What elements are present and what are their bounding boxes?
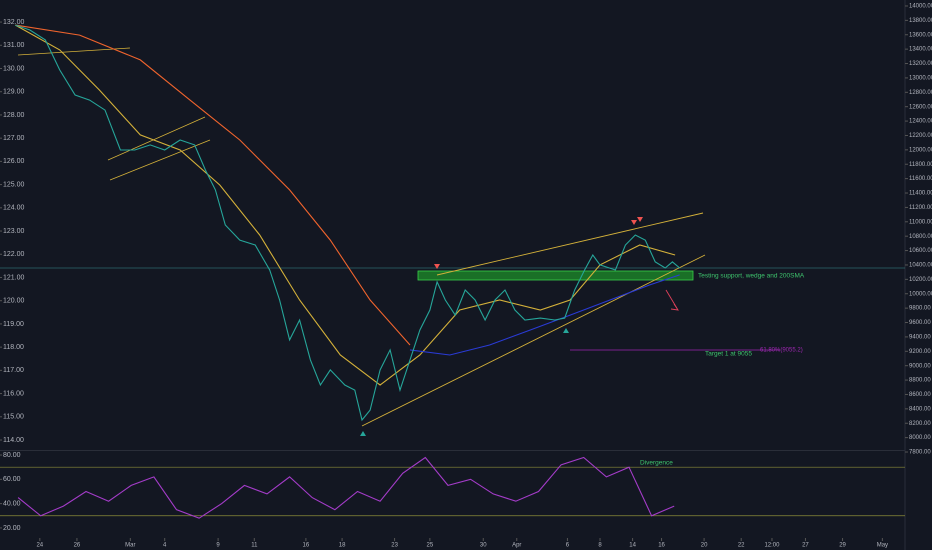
series-line <box>17 456 675 519</box>
arrow <box>665 289 679 311</box>
series-line <box>15 24 411 346</box>
y-tick-label: 130.00 <box>3 65 25 72</box>
y-tick-label: 120.00 <box>3 298 25 305</box>
y-tick-label: 127.00 <box>3 135 25 142</box>
wedge-line <box>436 212 704 276</box>
wedge-line <box>361 254 706 427</box>
y-tick-label: 131.00 <box>3 42 25 49</box>
x-tick-label: 4 <box>163 543 167 549</box>
y-tick-label: 124.00 <box>3 205 25 212</box>
annotation: Divergence <box>640 460 673 467</box>
y2-tick-label: 11400.00 <box>909 191 932 197</box>
y-tick-label: 132.00 <box>3 19 25 26</box>
y2-tick-label: 13000.00 <box>909 75 932 81</box>
y-tick-label: 125.00 <box>3 181 25 188</box>
marker <box>563 328 569 333</box>
y-tick-label: 118.00 <box>3 344 24 351</box>
x-tick-label: May <box>877 543 888 549</box>
annotation: Testing support, wedge and 200SMA <box>698 273 805 280</box>
y2-tick-label: 12200.00 <box>909 133 932 139</box>
y2-tick-label: 13200.00 <box>909 61 932 67</box>
x-tick-label: 20 <box>701 543 708 549</box>
y2-tick-label: 9600.00 <box>909 320 931 326</box>
y2-tick-label: 11800.00 <box>909 162 932 168</box>
y2-tick-label: 11000.00 <box>909 219 932 225</box>
y-tick-label: 114.00 <box>3 437 24 444</box>
y-tick-label: 123.00 <box>3 228 25 235</box>
y-tick-label: 40.00 <box>3 500 21 507</box>
x-tick-label: 8 <box>598 543 602 549</box>
y2-tick-label: 12400.00 <box>909 119 932 125</box>
y-tick-label: 116.00 <box>3 390 24 397</box>
x-tick-label: 14 <box>629 543 636 549</box>
x-tick-label: 18 <box>339 543 346 549</box>
y2-tick-label: 8600.00 <box>909 392 931 398</box>
y2-tick-label: 9400.00 <box>909 334 931 340</box>
marker <box>360 431 366 436</box>
y-tick-label: 80.00 <box>3 452 21 459</box>
x-tick-label: 22 <box>738 543 745 549</box>
support-zone <box>417 270 694 281</box>
y-tick-label: 126.00 <box>3 158 25 165</box>
y2-tick-label: 9200.00 <box>909 349 931 355</box>
annotation: Target 1 at 9055 <box>705 351 752 358</box>
x-tick-label: 25 <box>427 543 434 549</box>
y2-tick-label: 8800.00 <box>909 378 931 384</box>
y2-tick-label: 8400.00 <box>909 406 931 412</box>
series-line <box>15 24 676 386</box>
y2-tick-label: 12600.00 <box>909 104 932 110</box>
y-tick-label: 115.00 <box>3 414 24 421</box>
y2-tick-label: 10000.00 <box>909 291 932 297</box>
y2-tick-label: 10600.00 <box>909 248 932 254</box>
trend-line <box>17 47 131 56</box>
x-tick-label: 29 <box>839 543 846 549</box>
x-tick-label: 6 <box>566 543 570 549</box>
y2-tick-label: 8200.00 <box>909 421 931 427</box>
y2-tick-label: 10400.00 <box>909 263 932 269</box>
y-tick-label: 121.00 <box>3 274 25 281</box>
x-tick-label: 30 <box>480 543 487 549</box>
y-tick-label: 122.00 <box>3 251 25 258</box>
y2-tick-label: 14000.00 <box>909 4 932 10</box>
y2-tick-label: 12800.00 <box>909 90 932 96</box>
x-tick-label: 23 <box>391 543 398 549</box>
x-tick-label: Mar <box>125 543 135 549</box>
x-tick-label: 26 <box>74 543 81 549</box>
y2-tick-label: 13400.00 <box>909 47 932 53</box>
y2-tick-label: 10200.00 <box>909 277 932 283</box>
marker <box>434 264 440 269</box>
y2-tick-label: 9000.00 <box>909 363 931 369</box>
y-tick-label: 129.00 <box>3 89 25 96</box>
y-tick-label: 20.00 <box>3 525 21 532</box>
y-tick-label: 60.00 <box>3 476 21 483</box>
channel-line <box>109 139 211 181</box>
y2-tick-label: 11600.00 <box>909 176 932 182</box>
y-tick-label: 119.00 <box>3 321 24 328</box>
y-tick-label: 117.00 <box>3 367 24 374</box>
y2-tick-label: 13600.00 <box>909 32 932 38</box>
series-line <box>15 24 681 422</box>
x-tick-label: 16 <box>658 543 665 549</box>
y2-tick-label: 10800.00 <box>909 234 932 240</box>
y2-tick-label: 9800.00 <box>909 306 931 312</box>
y2-tick-label: 8000.00 <box>909 435 931 441</box>
y2-tick-label: 12000.00 <box>909 147 932 153</box>
y2-tick-label: 13800.00 <box>909 18 932 24</box>
y2-tick-label: 7800.00 <box>909 450 931 456</box>
series-line <box>409 274 680 356</box>
fib-label: 61.80%(9055.2) <box>760 348 803 354</box>
x-tick-label: Apr <box>512 543 521 549</box>
y2-tick-label: 11200.00 <box>909 205 932 211</box>
x-tick-label: 9 <box>216 543 220 549</box>
x-tick-label: 16 <box>303 543 310 549</box>
channel-line <box>107 116 206 161</box>
x-tick-label: 12:00 <box>764 543 780 549</box>
marker <box>631 217 643 225</box>
y-tick-label: 128.00 <box>3 112 25 119</box>
x-tick-label: 11 <box>251 543 258 549</box>
x-tick-label: 27 <box>802 543 809 549</box>
x-tick-label: 24 <box>36 543 43 549</box>
